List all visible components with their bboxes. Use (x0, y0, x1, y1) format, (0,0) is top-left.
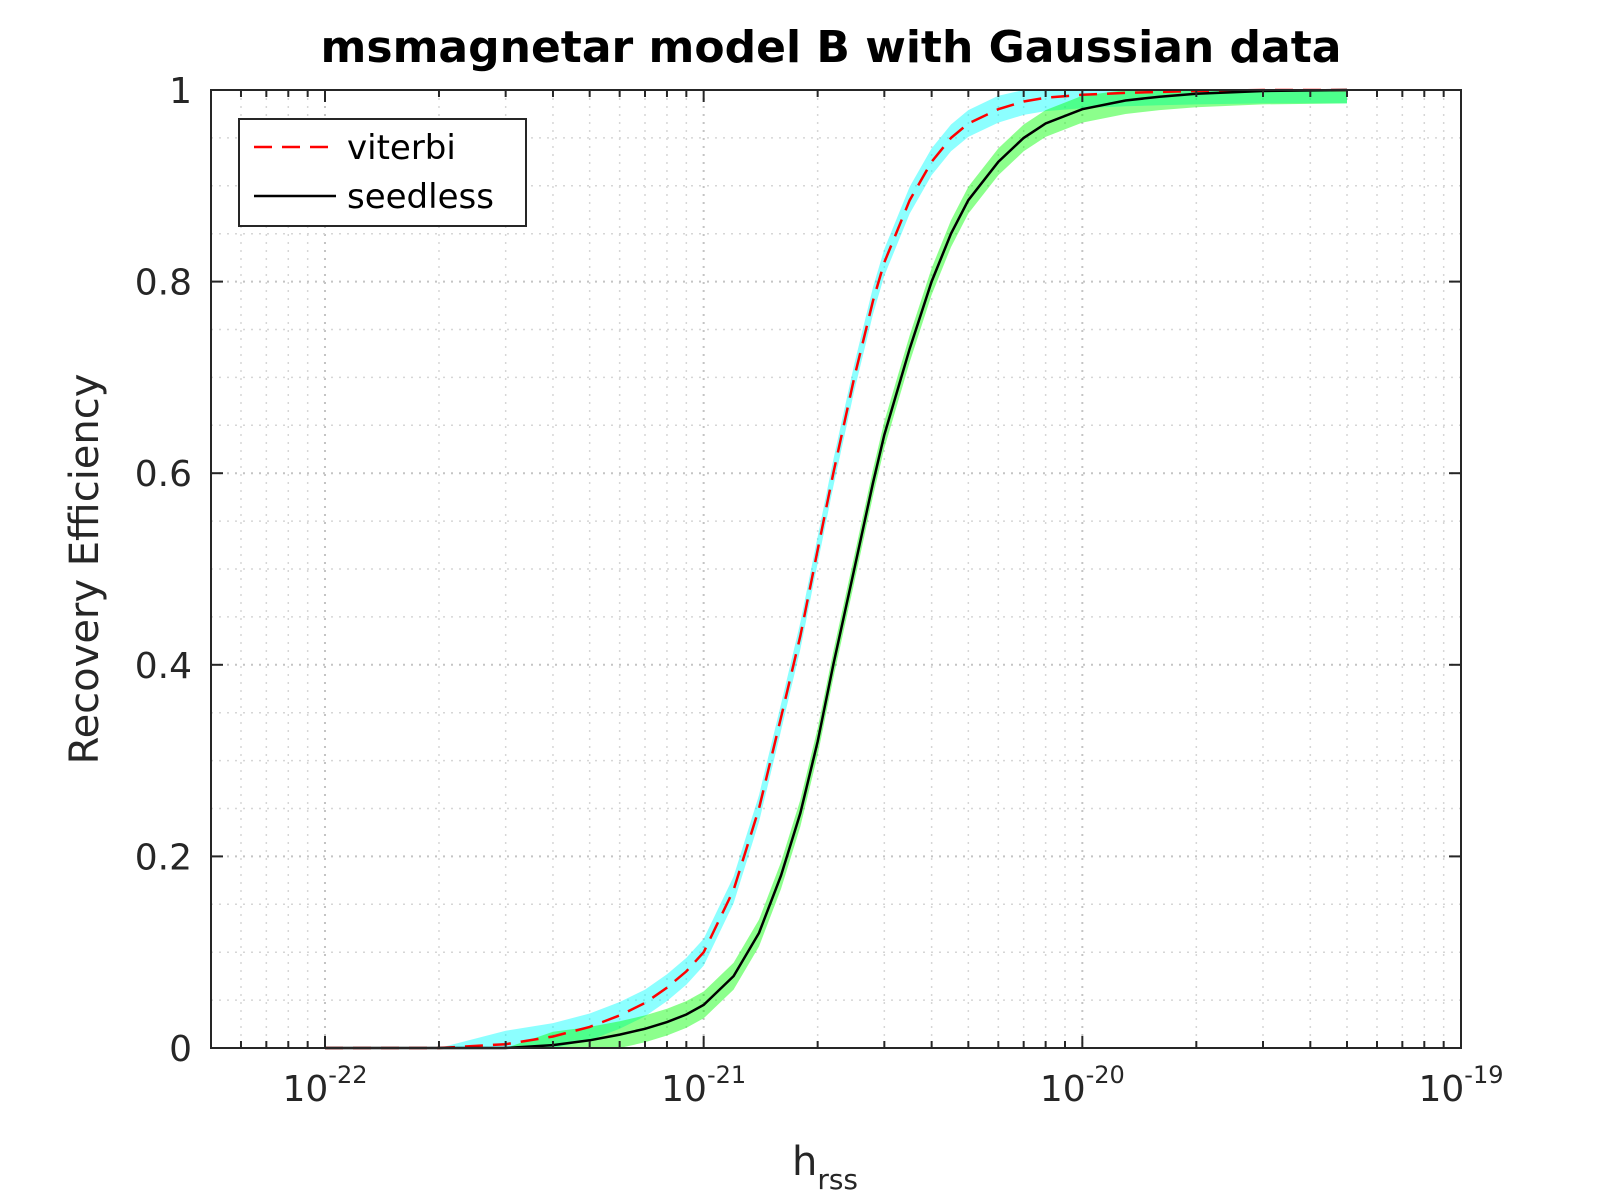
x-tick-label-exponent: -21 (707, 1061, 746, 1089)
x-axis-label: hrss (792, 1139, 858, 1196)
x-tick-label-base: 10 (1040, 1069, 1086, 1110)
plot-frame (210, 89, 1462, 1049)
x-tick-label-exponent: -22 (328, 1061, 367, 1089)
y-tick-label: 0.2 (135, 837, 192, 878)
y-tick-label: 0.4 (135, 646, 192, 687)
x-tick-label-base: 10 (1418, 1069, 1464, 1110)
x-tick-labels: 10-22 10-21 10-20 10-19 (282, 1061, 1503, 1110)
x-tick-label: 10-20 (1040, 1061, 1125, 1110)
x-tick-label-base: 10 (282, 1069, 328, 1110)
x-tick-label: 10-22 (282, 1061, 367, 1110)
x-tick-label-base: 10 (661, 1069, 707, 1110)
x-tick-label: 10-19 (1418, 1061, 1503, 1110)
legend-box (238, 118, 527, 227)
y-tick-label: 0.6 (135, 454, 192, 495)
y-tick-labels: 0 0.2 0.4 0.6 0.8 1 (135, 71, 192, 1070)
series-line-seedless (325, 88, 1348, 1050)
grid (210, 89, 1462, 1049)
x-tick-label: 10-21 (661, 1061, 746, 1110)
y-tick-label: 0.8 (135, 263, 192, 304)
series-lines (325, 88, 1348, 1050)
y-axis-label: Recovery Efficiency (62, 374, 108, 765)
chart-title: msmagnetar model B with Gaussian data (321, 22, 1342, 73)
x-axis-label-subscript: rss (817, 1163, 858, 1196)
x-tick-label-exponent: -20 (1086, 1061, 1125, 1089)
x-axis-label-base: h (792, 1139, 817, 1185)
y-tick-label: 0 (169, 1029, 192, 1070)
legend: viterbi seedless (238, 118, 527, 227)
x-tick-label-exponent: -19 (1464, 1061, 1503, 1089)
legend-label-seedless: seedless (347, 177, 494, 217)
legend-label-viterbi: viterbi (347, 128, 456, 168)
y-tick-label: 1 (169, 71, 192, 112)
